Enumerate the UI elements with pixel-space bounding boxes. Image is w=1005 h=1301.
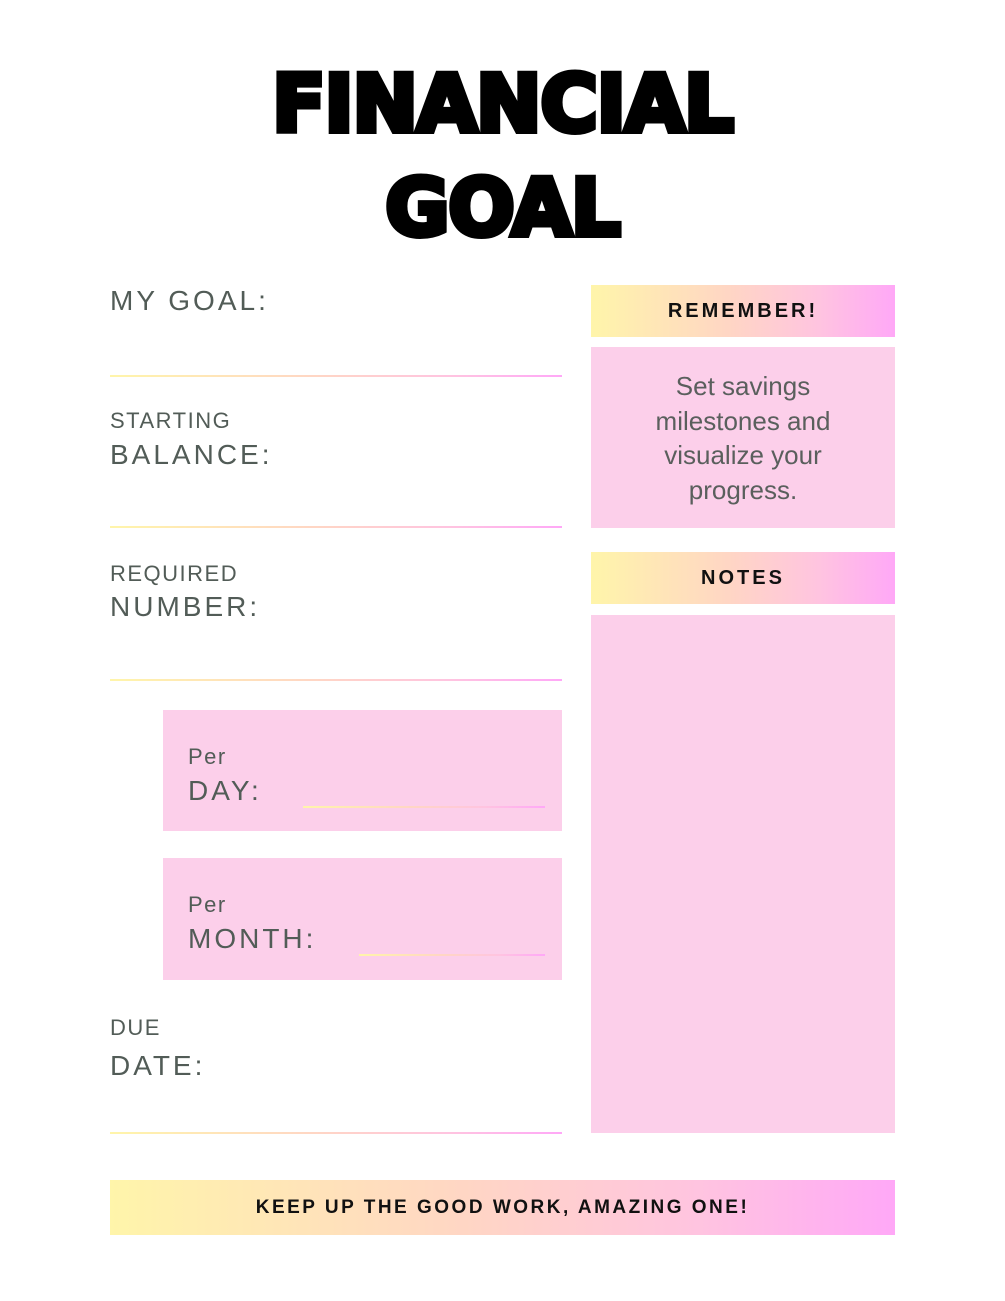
- due-label-small: DUE: [110, 1015, 161, 1040]
- per-day-line[interactable]: [303, 806, 545, 808]
- footer-banner: KEEP UP THE GOOD WORK, AMAZING ONE!: [110, 1180, 895, 1235]
- required-label-small: REQUIRED: [110, 561, 239, 586]
- starting-balance-line[interactable]: [110, 526, 562, 528]
- required-number-label: NUMBER:: [110, 591, 261, 622]
- due-date-line[interactable]: [110, 1132, 562, 1134]
- per-month-box: Per MONTH:: [163, 858, 562, 980]
- title-line-1: FINANCIAL: [269, 60, 737, 150]
- per-month-label-small: Per: [188, 892, 227, 917]
- per-day-label-small: Per: [188, 744, 227, 769]
- notes-area[interactable]: [591, 615, 895, 1133]
- remember-header: REMEMBER!: [591, 285, 895, 337]
- required-number-line[interactable]: [110, 679, 562, 681]
- notes-header: NOTES: [591, 552, 895, 604]
- per-day-box: Per DAY:: [163, 710, 562, 831]
- my-goal-label: MY GOAL:: [110, 285, 269, 316]
- starting-label-small: STARTING: [110, 408, 232, 433]
- per-month-line[interactable]: [359, 954, 545, 956]
- my-goal-line[interactable]: [110, 375, 562, 377]
- title-line-2: GOAL: [382, 164, 623, 254]
- per-day-label: DAY:: [188, 775, 262, 806]
- remember-text: Set savings milestones and visualize you…: [591, 347, 895, 528]
- starting-balance-label: BALANCE:: [110, 439, 273, 470]
- due-date-label: DATE:: [110, 1050, 206, 1081]
- per-month-label: MONTH:: [188, 923, 317, 954]
